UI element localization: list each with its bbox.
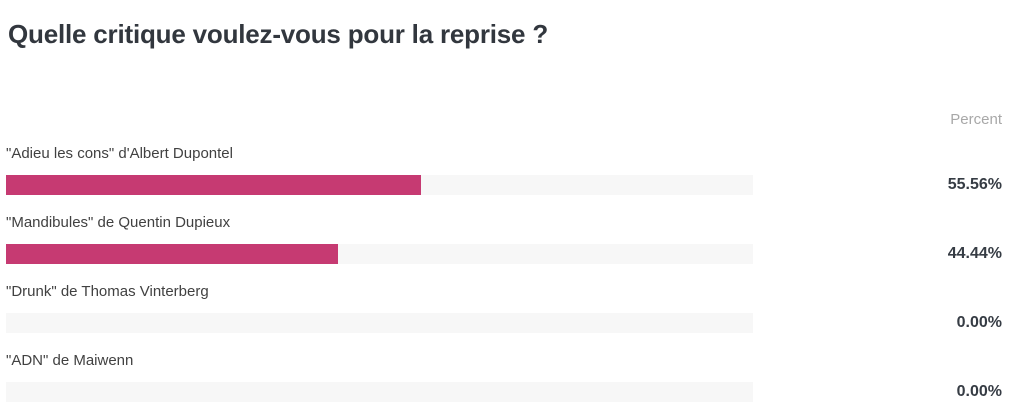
page-title: Quelle critique voulez-vous pour la repr…	[8, 19, 549, 49]
option-label: "Drunk" de Thomas Vinterberg	[6, 283, 209, 300]
poll-chart: "Adieu les cons" d'Albert Dupontel 55.56…	[0, 144, 1024, 412]
bar-fill	[6, 175, 422, 195]
bar-line: 0.00%	[6, 313, 1024, 333]
bar-line: 55.56%	[6, 175, 1024, 195]
bar-track	[6, 175, 753, 195]
percent-value: 0.00%	[956, 383, 1002, 400]
bar-line: 0.00%	[6, 382, 1024, 402]
poll-row: "Drunk" de Thomas Vinterberg 0.00%	[6, 282, 1024, 351]
poll-row: "Mandibules" de Quentin Dupieux 44.44%	[6, 213, 1024, 282]
poll-row: "ADN" de Maiwenn 0.00%	[6, 351, 1024, 412]
bar-fill	[6, 244, 338, 264]
percent-value: 0.00%	[956, 314, 1002, 331]
percent-column-header: Percent	[950, 111, 1002, 128]
bar-track	[6, 244, 753, 264]
option-label: "Adieu les cons" d'Albert Dupontel	[6, 145, 233, 162]
bar-track	[6, 313, 753, 333]
option-label: "Mandibules" de Quentin Dupieux	[6, 214, 231, 231]
percent-value: 44.44%	[947, 245, 1002, 262]
bar-track	[6, 382, 753, 402]
poll-row: "Adieu les cons" d'Albert Dupontel 55.56…	[6, 144, 1024, 213]
option-label: "ADN" de Maiwenn	[6, 352, 134, 369]
percent-value: 55.56%	[947, 176, 1002, 193]
bar-line: 44.44%	[6, 244, 1024, 264]
